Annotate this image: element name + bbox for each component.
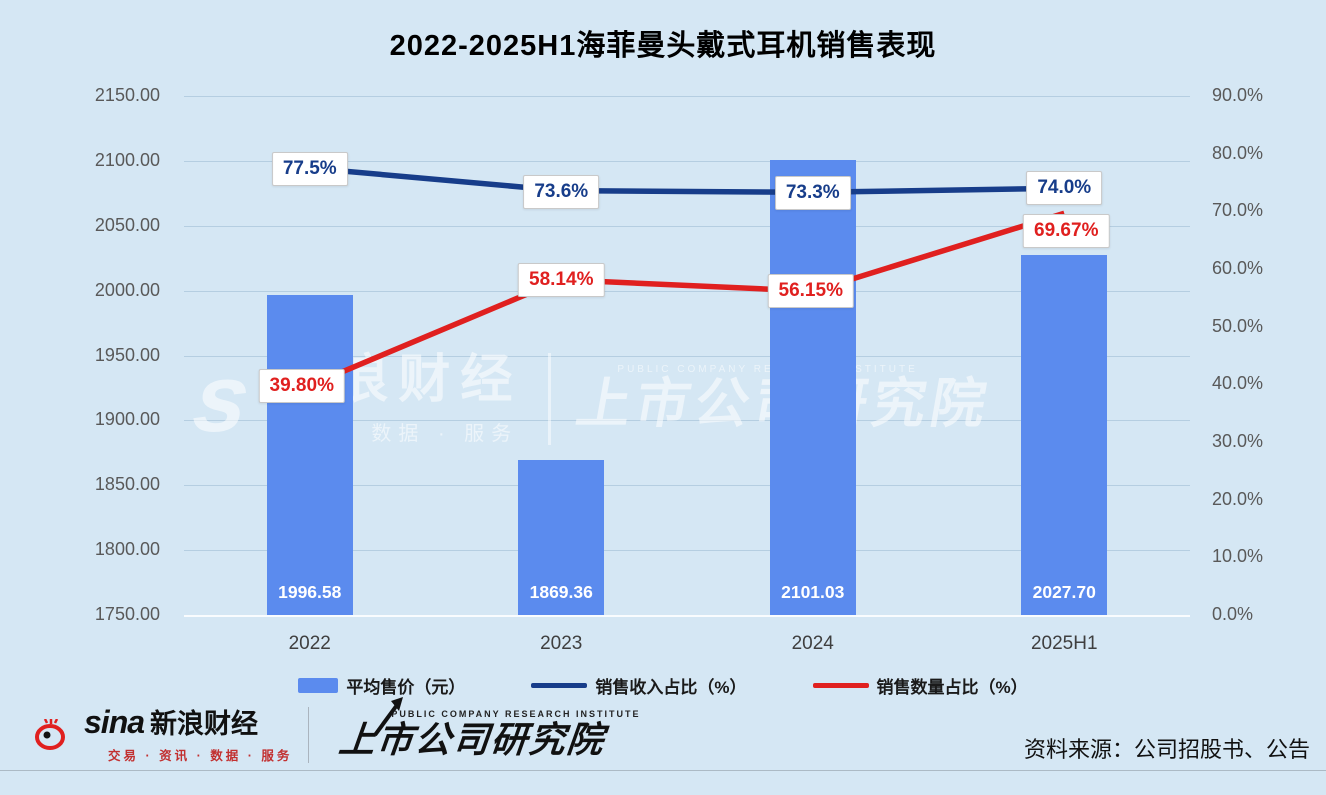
y-axis-tick-left: 1800.00 [94, 539, 160, 560]
bar-value-label: 1996.58 [278, 582, 342, 602]
data-source-text: 资料来源：公司招股书、公告 [1023, 737, 1310, 762]
y-axis-tick-right: 0.0% [1212, 604, 1254, 624]
y-axis-tick-left: 2050.00 [94, 214, 160, 235]
point-value-label: 73.6% [523, 174, 600, 209]
y-axis-tick-left: 1900.00 [94, 409, 160, 430]
gridline [184, 160, 1190, 162]
legend-line-swatch-icon [531, 682, 588, 688]
y-axis-tick-left: 1950.00 [94, 344, 160, 365]
legend-label: 销售数量占比（%） [876, 677, 1028, 697]
sina-wordmark: sina [84, 704, 145, 740]
point-value-label: 58.14% [518, 262, 605, 297]
gridline [184, 96, 1190, 97]
sina-brand-text: 新浪财经 [150, 709, 259, 739]
legend-bar-swatch-icon [298, 677, 339, 693]
x-axis-tick: 2023 [540, 633, 583, 654]
gridline [184, 355, 1190, 357]
gridline [184, 485, 1190, 487]
y-axis-tick-left: 2150.00 [94, 85, 160, 105]
gridline [184, 615, 1190, 617]
bar [518, 460, 605, 615]
y-axis-tick-right: 50.0% [1212, 315, 1264, 336]
bar [266, 295, 353, 615]
y-axis-tick-left: 2100.00 [94, 149, 160, 170]
sina-eye-icon [35, 719, 65, 750]
footer-branding: sina 新浪财经 交易 · 资讯 · 数据 · 服务 PUBLIC COMPA… [34, 697, 641, 764]
institute-en-text: PUBLIC COMPANY RESEARCH INSTITUTE [391, 709, 641, 720]
gridline [184, 290, 1190, 292]
point-value-label: 73.3% [774, 176, 851, 211]
bar-value-label: 1869.36 [529, 582, 593, 602]
bar-value-label: 2101.03 [781, 582, 845, 602]
legend-line-swatch-icon [812, 682, 869, 688]
y-axis-tick-right: 30.0% [1212, 431, 1264, 451]
footer-rule [0, 770, 1326, 771]
legend: 平均售价（元） 销售收入占比（%） 销售数量占比（%） [0, 672, 1326, 698]
footer-divider [308, 707, 310, 763]
data-line [309, 165, 1065, 196]
y-axis-tick-right: 10.0% [1212, 546, 1264, 567]
y-axis-tick-left: 2000.00 [94, 279, 160, 300]
sina-tagline: 交易 · 资讯 · 数据 · 服务 [108, 749, 293, 763]
arrow-icon [373, 697, 404, 737]
legend-item: 平均售价（元） [298, 673, 465, 698]
point-value-label: 56.15% [767, 274, 854, 309]
y-axis-tick-right: 70.0% [1212, 200, 1264, 221]
gridline [184, 420, 1190, 422]
point-value-label: 77.5% [271, 152, 348, 187]
y-axis-tick-right: 80.0% [1212, 142, 1264, 163]
bar [1021, 254, 1108, 615]
chart-title: 2022-2025H1海菲曼头戴式耳机销售表现 [389, 30, 937, 62]
legend-item: 销售收入占比（%） [531, 673, 747, 698]
y-axis-tick-right: 60.0% [1212, 258, 1264, 278]
legend-label: 销售收入占比（%） [595, 677, 747, 697]
footer: sina 新浪财经 交易 · 资讯 · 数据 · 服务 PUBLIC COMPA… [0, 697, 1326, 795]
legend-label: 平均售价（元） [346, 677, 466, 697]
bar-value-label: 2027.70 [1032, 582, 1096, 602]
data-line [308, 210, 1066, 389]
point-value-label: 69.67% [1023, 214, 1110, 249]
y-axis-tick-left: 1750.00 [94, 604, 160, 624]
x-axis-tick: 2024 [791, 633, 834, 654]
gridline [184, 550, 1190, 552]
y-axis-tick-right: 90.0% [1212, 85, 1264, 105]
x-axis-tick: 2025H1 [1030, 633, 1098, 654]
legend-item: 销售数量占比（%） [812, 673, 1028, 698]
y-axis-tick-right: 40.0% [1212, 373, 1264, 394]
gridline [184, 225, 1190, 227]
x-axis-tick: 2022 [288, 633, 331, 654]
bar [769, 159, 856, 615]
point-value-label: 74.0% [1026, 171, 1103, 206]
point-value-label: 39.80% [258, 369, 345, 404]
y-axis-tick-right: 20.0% [1212, 488, 1264, 509]
y-axis-tick-left: 1850.00 [94, 474, 160, 495]
